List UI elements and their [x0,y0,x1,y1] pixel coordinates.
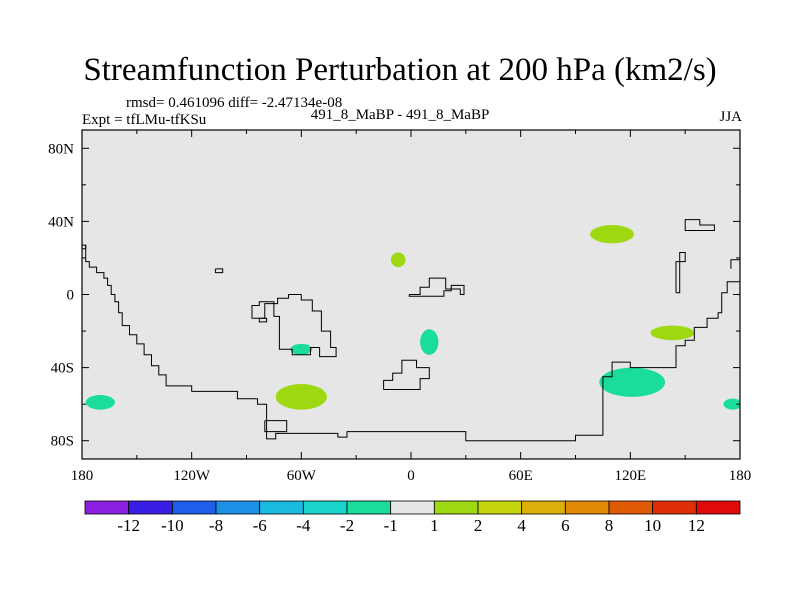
colorbar-label: 10 [644,516,661,535]
coastline-0 [82,244,740,442]
y-tick-label: 80N [48,141,74,157]
coastline-5 [684,219,715,231]
coastline-9 [82,245,87,250]
x-tick-label: 120E [614,468,646,484]
y-tick-label: 0 [67,288,75,304]
rmsd-diff-label: rmsd= 0.461096 diff= -2.47134e-08 [126,95,343,111]
colorbar-label: 2 [474,516,483,535]
colorbar-box [564,500,610,515]
anomaly-region-7 [599,367,666,397]
colorbar-label: -8 [209,516,223,535]
anomaly-region-5 [590,225,634,244]
colorbar-box [215,500,261,515]
x-tick-label: 120W [173,468,211,484]
colorbar-label: -1 [384,516,398,535]
season-label: JJA [719,109,742,125]
coastline-6 [264,420,288,433]
anomaly-region-0 [85,395,115,410]
colorbar-box [346,500,392,515]
colorbar-box [259,500,304,515]
coastline-3 [383,359,430,390]
colorbar: -12 -10 -8 -6 -4 -2 -1 1 2 4 6 8 10 12 [84,500,741,535]
coastline-8 [258,317,268,323]
anomaly-region-8 [723,398,740,410]
anomaly-region-6 [650,325,695,341]
y-tick-label: 80S [51,434,74,450]
y-tick-label: 40S [51,361,74,377]
colorbar-label: -12 [117,516,140,535]
x-tick-label: 0 [407,468,415,484]
colorbar-label: 1 [430,516,439,535]
x-tick-label: 60W [287,468,317,484]
colorbar-label: -2 [340,516,354,535]
colorbar-box [695,500,741,515]
colorbar-label: 4 [517,516,526,535]
colorbar-label: 12 [688,516,705,535]
colorbar-box [477,500,523,515]
coastline-4 [675,252,686,294]
coastline-7 [214,268,224,274]
x-tick-label: 60E [509,468,533,484]
y-tick-label: 40N [48,214,74,230]
colorbar-box [608,500,654,515]
chart-title: Streamfunction Perturbation at 200 hPa (… [83,52,717,88]
colorbar-box [128,500,173,515]
coastline-2 [408,277,465,297]
colorbar-box [652,500,697,515]
anomaly-region-1 [275,384,327,410]
case-label: 491_8_MaBP - 491_8_MaBP [310,107,490,123]
colorbar-box [521,500,566,515]
map-plot-area: 180 120W 60W 0 60E 120E 180 80N 40N 0 40S 80S [48,129,752,484]
x-tick-label: 180 [729,468,752,484]
colorbar-label: -10 [161,516,184,535]
anomaly-region-2 [290,343,313,355]
coastline-1 [251,294,337,358]
colorbar-label: -4 [296,516,311,535]
colorbar-label: 8 [605,516,614,535]
experiment-label: Expt = tfLMu-tfKSu [82,112,207,128]
colorbar-box [171,500,217,515]
anomaly-region-4 [420,329,439,355]
colorbar-box [84,500,130,515]
colorbar-label: 6 [561,516,570,535]
anomaly-region-3 [390,252,406,268]
colorbar-box [390,500,435,515]
anomaly-layer [85,225,740,410]
x-tick-label: 180 [71,468,94,484]
colorbar-box [433,500,479,515]
coastline-10 [730,259,740,269]
colorbar-label: -6 [253,516,267,535]
colorbar-box [302,500,348,515]
coastline-layer [82,219,740,442]
